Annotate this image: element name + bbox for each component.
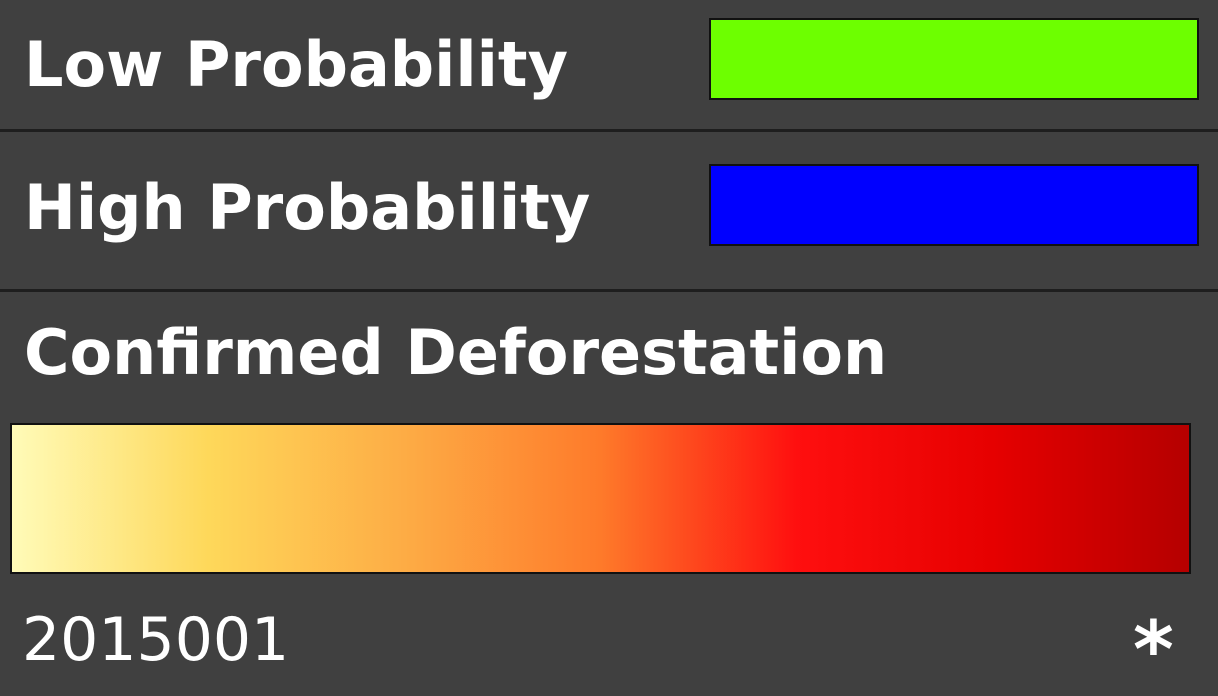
low-probability-swatch	[709, 18, 1199, 100]
legend-item-low-probability: Low Probability	[0, 0, 1218, 130]
low-probability-label: Low Probability	[24, 28, 568, 101]
confirmed-deforestation-label: Confirmed Deforestation	[24, 316, 888, 389]
confirmed-deforestation-color-ramp	[10, 423, 1191, 574]
legend-divider	[0, 289, 1218, 292]
asterisk-icon: *	[1133, 606, 1174, 696]
high-probability-label: High Probability	[24, 171, 591, 244]
high-probability-swatch	[709, 164, 1199, 246]
legend-divider	[0, 129, 1218, 132]
legend-item-high-probability: High Probability	[0, 133, 1218, 291]
ramp-start-date-label: 2015001	[22, 605, 290, 675]
